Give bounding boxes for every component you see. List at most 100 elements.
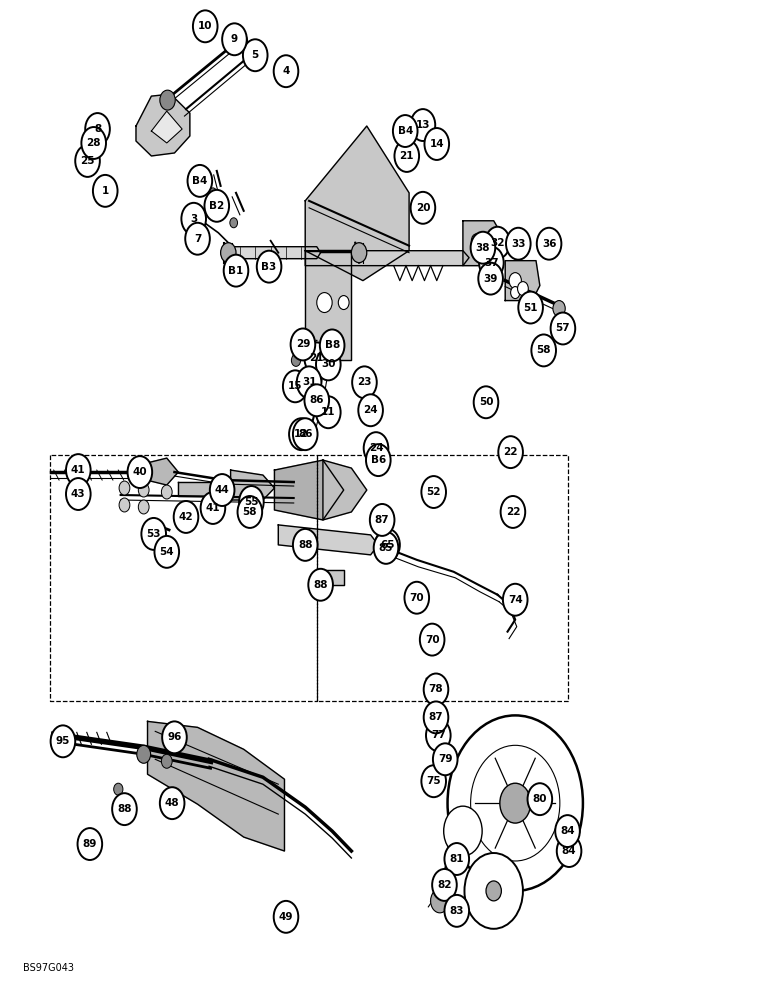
Text: 30: 30 (321, 359, 336, 369)
Circle shape (274, 901, 298, 933)
Text: 70: 70 (425, 635, 439, 645)
Text: 57: 57 (556, 323, 571, 333)
Circle shape (510, 287, 520, 299)
Text: 70: 70 (409, 593, 424, 603)
Circle shape (316, 396, 340, 428)
Circle shape (112, 793, 137, 825)
Circle shape (500, 496, 525, 528)
Circle shape (304, 342, 329, 374)
Circle shape (221, 243, 236, 263)
Text: 40: 40 (133, 467, 147, 477)
Polygon shape (323, 570, 344, 585)
Circle shape (352, 366, 377, 398)
Text: 20: 20 (415, 203, 430, 213)
Circle shape (293, 529, 317, 561)
Circle shape (370, 504, 394, 536)
Circle shape (274, 55, 298, 87)
Circle shape (141, 518, 166, 550)
Circle shape (93, 175, 117, 207)
Polygon shape (323, 460, 367, 520)
Circle shape (375, 529, 400, 561)
Circle shape (293, 418, 317, 450)
Text: 10: 10 (198, 21, 212, 31)
Text: 21: 21 (310, 353, 324, 363)
Polygon shape (279, 525, 378, 555)
Polygon shape (463, 221, 505, 266)
Circle shape (316, 348, 340, 380)
Circle shape (405, 582, 429, 614)
Text: 22: 22 (506, 507, 520, 517)
Text: 88: 88 (313, 580, 328, 590)
Circle shape (472, 234, 482, 248)
Text: 21: 21 (400, 151, 414, 161)
Circle shape (431, 889, 449, 913)
Text: 85: 85 (379, 543, 393, 553)
Text: 25: 25 (80, 156, 95, 166)
Circle shape (553, 301, 565, 317)
Circle shape (446, 855, 455, 867)
Text: 8: 8 (94, 124, 101, 134)
Text: 58: 58 (242, 507, 257, 517)
Circle shape (338, 296, 349, 310)
Text: B4: B4 (398, 126, 413, 136)
Circle shape (188, 165, 212, 197)
Circle shape (445, 895, 469, 927)
Circle shape (127, 456, 152, 488)
Text: 50: 50 (479, 397, 493, 407)
Circle shape (394, 140, 419, 172)
Circle shape (160, 787, 185, 819)
Circle shape (162, 721, 187, 753)
Circle shape (161, 485, 172, 499)
Polygon shape (423, 632, 442, 650)
Circle shape (185, 223, 210, 255)
Polygon shape (136, 94, 190, 156)
Circle shape (426, 719, 451, 751)
Text: 39: 39 (483, 274, 498, 284)
Polygon shape (138, 458, 178, 485)
Circle shape (174, 501, 198, 533)
Text: 31: 31 (302, 377, 317, 387)
Text: B6: B6 (371, 455, 386, 465)
Text: 24: 24 (369, 443, 384, 453)
Polygon shape (147, 721, 284, 851)
Circle shape (465, 853, 523, 929)
Text: 15: 15 (288, 381, 303, 391)
Circle shape (445, 843, 469, 875)
Circle shape (486, 254, 494, 266)
Text: 88: 88 (117, 804, 132, 814)
Circle shape (51, 725, 75, 757)
Circle shape (486, 240, 494, 252)
Circle shape (537, 228, 561, 260)
Text: 23: 23 (357, 377, 371, 387)
Circle shape (518, 292, 543, 323)
Circle shape (160, 90, 175, 110)
Circle shape (222, 23, 247, 55)
Circle shape (411, 192, 435, 224)
Text: 51: 51 (523, 303, 538, 313)
Circle shape (238, 496, 262, 528)
Text: 36: 36 (542, 239, 557, 249)
Text: 96: 96 (168, 732, 181, 742)
Circle shape (81, 127, 106, 159)
Text: 41: 41 (205, 503, 220, 513)
Text: 7: 7 (194, 234, 201, 244)
Text: 33: 33 (511, 239, 526, 249)
Circle shape (424, 674, 449, 705)
Circle shape (181, 203, 206, 235)
Text: 32: 32 (490, 238, 505, 248)
Circle shape (374, 532, 398, 564)
Circle shape (444, 806, 482, 856)
Circle shape (506, 228, 530, 260)
Circle shape (230, 218, 238, 228)
Text: 49: 49 (279, 912, 293, 922)
Circle shape (486, 227, 510, 259)
Text: 24: 24 (364, 405, 378, 415)
Circle shape (232, 31, 248, 51)
Circle shape (243, 39, 268, 71)
Text: 86: 86 (310, 395, 324, 405)
Circle shape (66, 478, 90, 510)
Text: 95: 95 (56, 736, 70, 746)
Circle shape (471, 232, 495, 264)
Text: B2: B2 (209, 201, 225, 211)
Text: 22: 22 (503, 447, 518, 457)
